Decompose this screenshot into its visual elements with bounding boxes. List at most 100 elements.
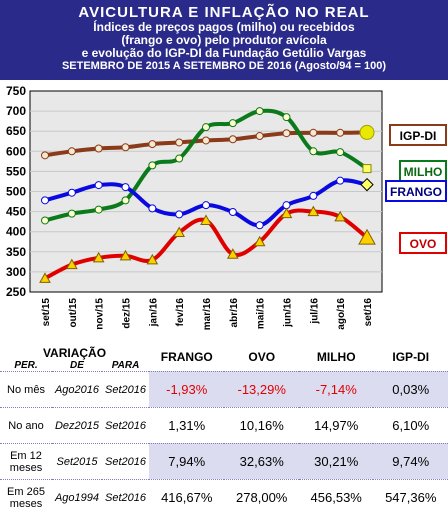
subtitle-period: SETEMBRO DE 2015 A SETEMBRO DE 2016 (Ago… [61,60,387,72]
row-to-date: Set2016 [102,479,149,515]
data-point-ovo [253,235,266,247]
data-point-igp-di [175,138,184,147]
data-point-igp-di [121,143,130,152]
y-tick-label: 300 [6,265,26,279]
x-tick-label: mar/16 [202,298,213,331]
y-tick-label: 350 [6,245,26,259]
row-value-igp-di: 0,03% [373,371,448,407]
data-point-ovo [173,226,186,238]
data-point-milho [255,107,264,116]
row-period-label: No ano [0,407,52,443]
series-label-text: OVO [410,237,437,251]
row-value-frango: 7,94% [149,443,225,479]
data-point-ovo [334,210,347,222]
data-point-ovo [119,249,132,261]
line-chart: 250 300 350 400 450 500 550 600 650 700 750 set/15 o… [0,80,448,342]
row-value-igp-di: 547,36% [373,479,448,515]
x-tick-label: out/15 [68,298,79,328]
row-from-date: Dez2015 [52,407,102,443]
series-label-frango: FRANGO [385,180,447,202]
series-label-milho: MILHO [399,160,447,182]
col-header-milho: MILHO [316,350,356,364]
x-tick-label: set/15 [41,298,52,327]
chart-title: AVICULTURA E INFLAÇÃO NO REAL [78,4,370,21]
data-point-milho [282,113,291,122]
data-point-frango [255,221,264,230]
data-point-igp-di [148,140,157,149]
data-point-ovo [65,258,78,270]
data-point-igp-di [309,128,318,137]
chart-header: AVICULTURA E INFLAÇÃO NO REAL Índices de… [0,0,448,80]
data-point-ovo [146,253,159,265]
data-point-milho [175,154,184,163]
y-tick-label: 750 [6,84,26,98]
chart-svg: 250 300 350 400 450 500 550 600 650 700 750 set/15 o… [0,80,448,342]
data-point-ovo [39,272,51,283]
x-tick-label: mai/16 [256,298,267,330]
x-tick-label: set/16 [363,298,374,327]
row-value-frango: 416,67% [149,479,225,515]
variation-table: VARIAÇÃO FRANGO OVO MILHO IGP-DI PER. DE… [0,343,448,529]
series-label-text: IGP-DI [400,129,437,143]
de-header: DE [70,360,84,371]
data-point-igp-di [94,144,103,153]
row-value-ovo: 10,16% [224,407,299,443]
row-value-milho: 14,97% [298,407,374,443]
y-tick-label: 550 [6,164,26,178]
row-value-ovo: 278,00% [224,479,299,515]
y-tick-label: 650 [6,124,26,138]
data-point-ovo [280,207,293,219]
table-row: No ano Dez2015 Set2016 1,31% 10,16% 14,97% 6,1… [0,407,448,443]
series-label-text: FRANGO [390,185,442,199]
series-label-box [399,232,447,254]
row-value-ovo: 32,63% [224,443,299,479]
col-header-igpdi: IGP-DI [392,350,430,364]
data-point-ovo [358,228,376,245]
data-point-milho [121,196,130,205]
row-value-frango: -1,93% [149,371,225,407]
row-to-date: Set2016 [102,443,149,479]
data-point-igp-di [228,135,237,144]
data-point-ovo [200,214,212,225]
data-point-igp-di [41,151,49,160]
data-point-milho [202,123,210,132]
per-header: PER. [14,360,38,371]
x-tick-label: jul/16 [309,298,320,325]
data-point-frango [336,176,345,185]
row-from-date: Ago2016 [52,371,102,407]
data-point-frango [360,177,374,192]
row-value-frango: 1,31% [149,407,225,443]
data-point-frango [67,188,76,197]
data-point-igp-di [336,128,345,137]
data-point-milho [309,147,318,156]
x-tick-label: abr/16 [229,298,240,328]
x-tick-label: nov/15 [95,298,106,330]
y-tick-label: 700 [6,104,26,118]
series-label-ovo: OVO [399,232,447,254]
subtitle-line-1: Índices de preços pagos (milho) ou receb… [93,20,355,34]
data-point-igp-di [202,136,210,145]
table-row: Em 12 meses Set2015 Set2016 7,94% 32,63% 30,2… [0,443,448,479]
data-point-ovo [92,251,105,263]
series-label-igp-di: IGP-DI [389,124,447,146]
data-point-igp-di [282,129,291,138]
data-point-frango [121,183,130,192]
y-tick-label: 250 [6,285,26,299]
row-value-milho: 30,21% [298,443,374,479]
row-period-label: Em 265 meses [0,479,52,515]
y-tick-label: 400 [6,225,26,239]
series-label-text: MILHO [404,165,443,179]
data-point-frango [309,191,318,200]
data-point-milho [336,148,345,157]
data-point-igp-di [67,147,76,156]
row-value-igp-di: 6,10% [373,407,448,443]
data-point-igp-di [359,124,375,140]
y-tick-label: 600 [6,144,26,158]
row-to-date: Set2016 [102,407,149,443]
row-value-igp-di: 9,74% [373,443,448,479]
x-tick-label: ago/16 [336,298,347,330]
para-header: PARA [111,360,140,371]
series-label-box [389,124,447,146]
series-label-box [385,180,447,202]
